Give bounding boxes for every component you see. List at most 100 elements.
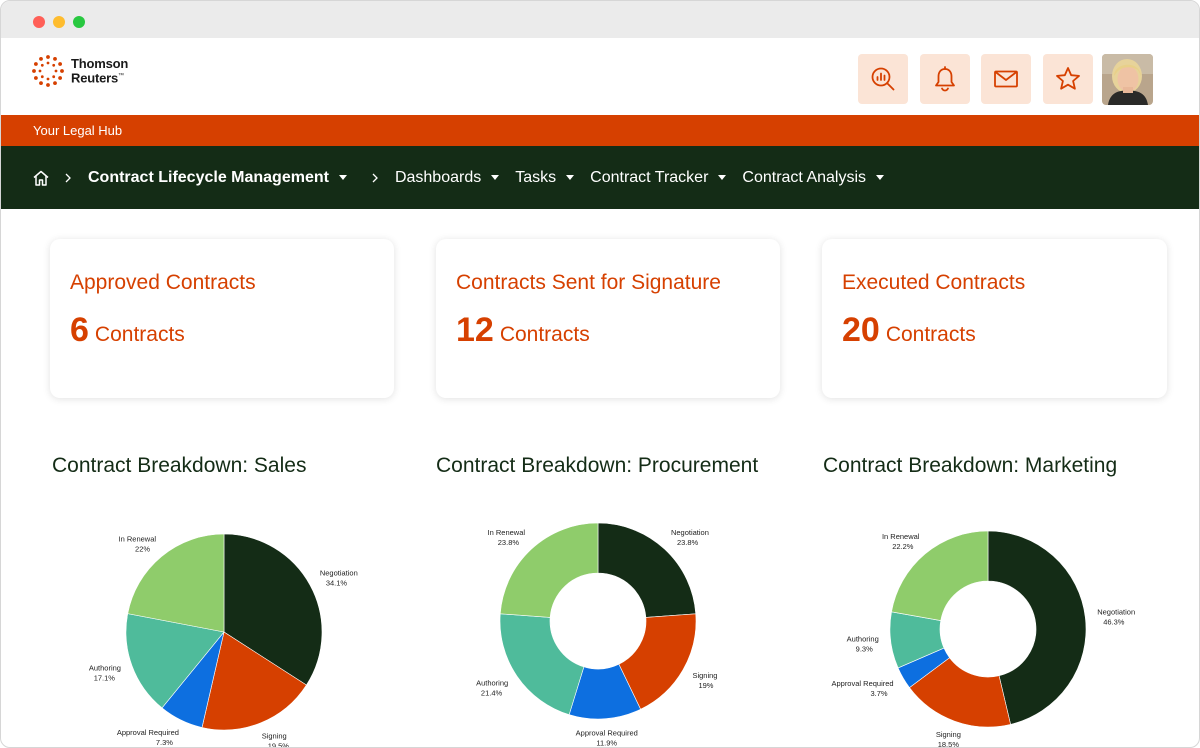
nav-contract-analysis[interactable]: Contract Analysis <box>742 168 885 187</box>
chevron-down-icon <box>491 175 500 180</box>
user-photo <box>1102 54 1153 105</box>
home-icon <box>33 170 49 186</box>
sent-for-signature-card[interactable]: Contracts Sent for Signature 12 Contracts <box>436 239 780 398</box>
slice-label-authoring: Authoring <box>847 634 879 643</box>
brand-line1: Thomson <box>71 55 129 71</box>
slice-signing[interactable] <box>618 613 697 710</box>
slice-label-negotiation: Negotiation <box>671 528 709 537</box>
slice-value-in-renewal: 23.8% <box>498 538 520 547</box>
window-titlebar <box>1 1 1199 38</box>
close-window-button[interactable] <box>33 16 45 28</box>
slice-value-authoring: 9.3% <box>856 644 873 653</box>
card-count: 20 <box>842 311 880 349</box>
executed-contracts-card[interactable]: Executed Contracts 20 Contracts <box>822 239 1167 398</box>
chevron-down-icon <box>718 175 727 180</box>
user-avatar[interactable] <box>1102 54 1153 105</box>
slice-label-signing: Signing <box>262 731 287 740</box>
slice-label-approval-required: Approval Required <box>831 679 893 688</box>
search-analytics-button[interactable] <box>858 54 908 104</box>
card-unit: Contracts <box>499 323 590 346</box>
chart-title-sales: Contract Breakdown: Sales <box>52 454 307 477</box>
nav-item-label: Contract Lifecycle Management <box>88 168 329 186</box>
slice-label-approval-required: Approval Required <box>117 728 179 737</box>
nav-item-label: Contract Tracker <box>590 168 709 186</box>
approved-contracts-card[interactable]: Approved Contracts 6 Contracts <box>50 239 394 398</box>
slice-value-in-renewal: 22% <box>135 545 150 554</box>
slice-value-negotiation: 46.3% <box>1103 618 1125 627</box>
maximize-window-button[interactable] <box>73 16 85 28</box>
search-analytics-icon <box>871 67 895 91</box>
card-value: 20 Contracts <box>842 311 1147 350</box>
slice-label-signing: Signing <box>936 730 961 739</box>
slice-value-negotiation: 23.8% <box>677 538 699 547</box>
nav-contract-tracker[interactable]: Contract Tracker <box>590 168 727 187</box>
mail-icon <box>994 70 1018 88</box>
chevron-down-icon <box>338 175 347 180</box>
slice-value-approval-required: 7.3% <box>156 738 173 747</box>
chart-title-procurement: Contract Breakdown: Procurement <box>436 454 759 477</box>
card-title: Contracts Sent for Signature <box>456 271 721 294</box>
minimize-window-button[interactable] <box>53 16 65 28</box>
card-value: 12 Contracts <box>456 311 760 350</box>
slice-label-negotiation: Negotiation <box>1097 608 1135 617</box>
nav-contract-lifecycle-management[interactable]: Contract Lifecycle Management <box>88 169 347 187</box>
hub-label: Your Legal Hub <box>33 123 123 138</box>
nav-tasks[interactable]: Tasks <box>515 169 575 187</box>
card-value: 6 Contracts <box>70 311 374 350</box>
slice-value-approval-required: 11.9% <box>596 739 617 748</box>
slice-label-in-renewal: In Renewal <box>488 528 526 537</box>
favorites-button[interactable] <box>1043 54 1093 104</box>
slice-label-in-renewal: In Renewal <box>882 532 920 541</box>
slice-value-signing: 18.5% <box>938 740 960 748</box>
breadcrumb-chevron-icon <box>64 173 72 183</box>
brand-line2: Reuters <box>71 70 119 86</box>
nav-item-label: Contract Analysis <box>742 168 867 186</box>
slice-value-signing: 19.5% <box>268 741 290 748</box>
card-unit: Contracts <box>94 323 185 346</box>
slice-value-authoring: 21.4% <box>481 688 503 697</box>
slice-label-authoring: Authoring <box>89 664 121 673</box>
slice-signing[interactable] <box>201 631 307 731</box>
card-title: Executed Contracts <box>842 271 1026 294</box>
slice-in-renewal[interactable] <box>891 530 989 621</box>
card-title: Approved Contracts <box>70 271 256 294</box>
brand-tm: ™ <box>118 72 124 79</box>
slice-label-signing: Signing <box>692 671 717 680</box>
hub-bar: Your Legal Hub <box>1 115 1199 146</box>
slice-negotiation[interactable] <box>597 522 697 618</box>
slice-in-renewal[interactable] <box>499 522 599 618</box>
home-link[interactable] <box>32 169 50 187</box>
slice-authoring[interactable] <box>125 613 225 709</box>
slice-label-approval-required: Approval Required <box>576 729 638 738</box>
breadcrumb-chevron-icon <box>371 173 379 183</box>
card-count: 12 <box>456 311 494 349</box>
chevron-down-icon <box>566 175 575 180</box>
chart-title-marketing: Contract Breakdown: Marketing <box>823 454 1118 477</box>
slice-label-authoring: Authoring <box>476 678 508 687</box>
card-unit: Contracts <box>885 323 976 346</box>
slice-value-negotiation: 34.1% <box>326 578 348 587</box>
brand-logo[interactable]: Thomson Reuters™ <box>31 54 128 88</box>
chevron-down-icon <box>876 175 885 180</box>
messages-button[interactable] <box>981 54 1031 104</box>
slice-label-negotiation: Negotiation <box>320 568 358 577</box>
slice-value-in-renewal: 22.2% <box>892 542 914 551</box>
slice-authoring[interactable] <box>499 613 585 716</box>
notifications-button[interactable] <box>920 54 970 104</box>
slice-value-approval-required: 3.7% <box>870 689 887 698</box>
breadcrumb-nav: Contract Lifecycle Management Dashboards… <box>1 146 1199 209</box>
slice-in-renewal[interactable] <box>127 533 225 633</box>
slice-negotiation[interactable] <box>987 530 1087 725</box>
card-count: 6 <box>70 311 89 349</box>
brand-mark-icon <box>32 55 64 87</box>
nav-dashboards[interactable]: Dashboards <box>395 169 500 187</box>
star-icon <box>1056 67 1080 90</box>
bell-icon <box>935 66 955 92</box>
brand-wordmark: Thomson Reuters™ <box>71 55 129 86</box>
slice-negotiation[interactable] <box>223 533 323 686</box>
app-header: Thomson Reuters™ <box>1 38 1199 115</box>
